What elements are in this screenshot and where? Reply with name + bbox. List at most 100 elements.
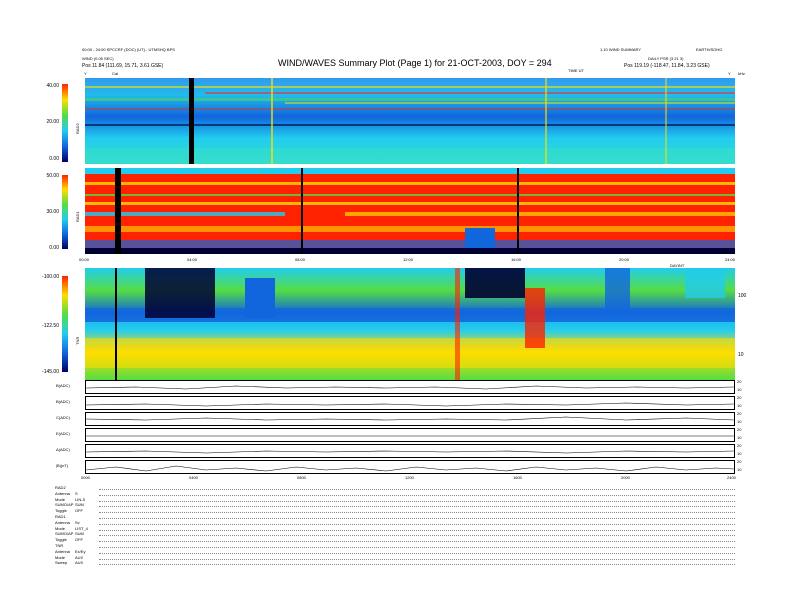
lines-xtick: 0000 [81,475,90,480]
parameter-dotted-line [99,500,735,502]
line-series-1 [85,385,735,390]
parameter-key: RAD2 [55,485,66,490]
parameter-dotted-line [99,529,735,531]
parameter-key: Toggle [55,537,67,543]
tnr-ytick-bottom: -145.00 [42,369,59,375]
line-right-tick: 10 [737,451,742,456]
parameter-value: LIN-S [75,496,86,502]
rad1-ylabel: RAD1 [75,211,80,222]
parameter-key: RAD1 [55,514,66,519]
line-label-6: |B|(nT) [56,463,69,468]
parameter-key: SUMO/AP [55,502,74,508]
line-label-3: C(ADC) [56,415,70,420]
parameter-dotted-line [99,558,735,560]
rad2-colorbar [62,84,68,162]
rad2-heatmap-svg [85,78,735,164]
rad2-ylabel: RAD2 [75,123,80,134]
rad1-ytick-bottom: 0.00 [49,245,59,251]
rad1-heatmap-svg [85,168,735,254]
header-position-left: Pos 11.84 (111.69, 15.71, 3.61 GSE) [82,63,164,69]
marker-khz: kHz [738,71,745,76]
parameter-value: OFF [75,508,83,514]
rad1-ytick-top: 50.00 [46,173,59,179]
line-plot-6 [85,460,735,474]
line-series-6 [85,465,735,472]
line-plot-5 [85,444,735,458]
lines-xtick: 2400 [727,475,736,480]
parameter-key: Antenna [55,519,70,525]
lines-xtick: 0400 [189,475,198,480]
parameter-dotted-line [99,489,735,490]
header-info-1: 00:00 - 24:00 SPCCRF (DOC) (UT) - UTMSHQ… [82,47,175,52]
line-right-tick: 10 [737,435,742,440]
line-right-tick: 10 [737,467,742,472]
parameter-dotted-line [99,518,735,519]
rad2-ytick-bottom: 0.00 [49,156,59,162]
rad1-xtick: 16:00 [511,257,522,262]
page-title: WIND/WAVES Summary Plot (Page 1) for 21-… [278,58,552,68]
rad1-xtick: 20:00 [619,257,630,262]
rad2-spectrogram [85,78,735,164]
tnr-ylabel: TNR [75,336,80,345]
line-right-tick: 20 [737,459,742,464]
line-plot-2 [85,396,735,410]
parameter-dotted-line [99,541,735,543]
parameter-value: AUX [75,560,84,566]
lines-xaxis: 0000 0400 0800 1200 1600 2000 2400 [81,475,736,482]
rad1-xtick: 12:00 [403,257,414,262]
rad1-spectrogram [85,168,735,254]
parameter-value: S [75,490,78,496]
line-right-tick: 20 [737,427,742,432]
time-ut-label: TIME UT [568,68,584,73]
parameter-dotted-line [99,494,735,496]
rad2-ytick-mid: 20.00 [46,119,59,125]
rad1-xtick: 08:00 [295,257,306,262]
rad2-ytick-top: 40.00 [46,83,59,89]
parameter-key: Mode [55,554,66,560]
line-right-tick: 20 [737,411,742,416]
parameter-value: OFF [75,537,83,543]
marker-right: Y [728,71,731,76]
parameter-key: SUMO/AP [55,531,74,537]
line-right-tick: 10 [737,403,742,408]
line-right-tick: 10 [737,419,742,424]
rad1-xtick: 24:00 [725,257,736,262]
tnr-colorbar [62,276,68,372]
header-info-2: WIND (0.05 SEC) [82,56,114,61]
parameter-dotted-line [99,564,735,566]
tnr-right-tick: 10 [738,352,744,358]
line-label-4: E(ADC) [56,431,70,436]
line-right-tick: 20 [737,443,742,448]
header-info-right-3: DAILY PSR (3 21 3) [648,56,684,61]
parameter-value: SUM [75,531,84,537]
parameter-dotted-line [99,523,735,525]
parameter-key: Antenna [55,490,70,496]
tnr-heatmap-svg [85,268,735,380]
line-label-1: B(ADC) [56,383,70,388]
lines-xtick: 1200 [405,475,414,480]
tnr-ytick-top: -100.00 [42,274,59,280]
tnr-spectrogram [85,268,735,380]
line-series-2 [85,402,735,407]
marker-cal: Cal [112,71,119,76]
line-label-5: A(ADC) [56,447,70,452]
parameter-key: Sweep [55,560,68,566]
parameter-key: Toggle [55,508,67,514]
line-label-2: B(ADC) [56,399,70,404]
lines-xtick: 0800 [297,475,306,480]
tnr-right-tick: 100 [738,293,747,299]
line-plot-3 [85,412,735,426]
parameter-dotted-line [99,506,735,508]
line-series-3 [85,416,735,421]
tnr-ytick-mid: -122.50 [42,323,59,329]
header-position-right: Pos 119.19 (-118.47, 11.84, 3.23 GSE) [624,63,710,69]
rad1-xtick: 04:00 [187,257,198,262]
header-info-right-1: 1.10 WIND SUMMARY [600,47,642,52]
rad1-colorbar [62,175,68,249]
parameter-dotted-line [99,547,735,548]
header-info-right-2: EARTH/SOHO [696,47,723,52]
parameter-dotted-line [99,552,735,554]
line-right-tick: 20 [737,379,742,384]
tnr-right-label: DAYINT [670,263,685,268]
line-series-5 [85,450,735,454]
